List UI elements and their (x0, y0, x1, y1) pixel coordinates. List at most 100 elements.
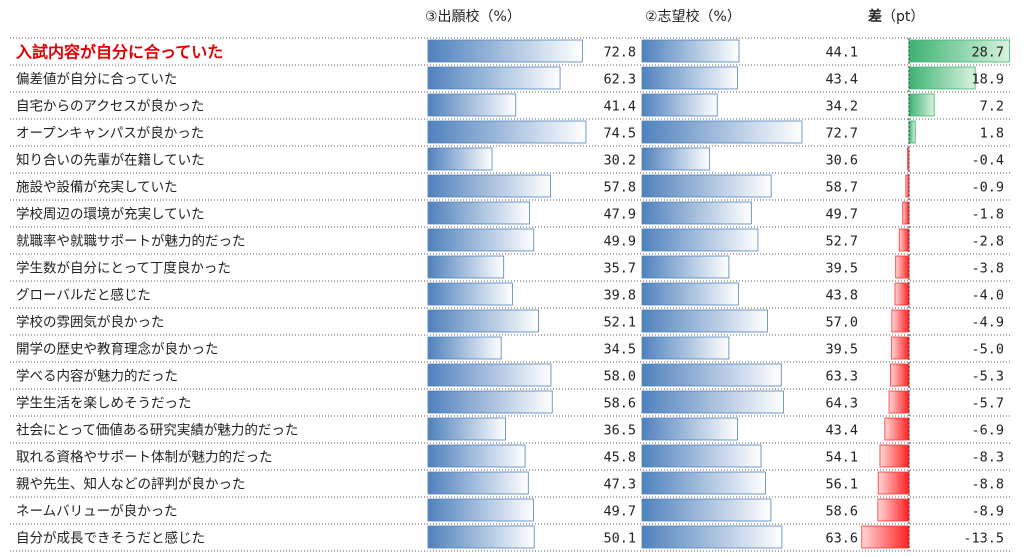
applied-school-value: 62.3 (603, 72, 636, 88)
difference-value: 7.2 (980, 99, 1004, 115)
row-label: 学校周辺の環境が充実していた (16, 206, 205, 223)
desired-school-value: 57.0 (825, 315, 858, 331)
difference-bar-negative (884, 417, 910, 441)
desired-school-bar (641, 282, 739, 306)
applied-school-bar (427, 147, 493, 171)
difference-value: -4.9 (971, 315, 1004, 331)
difference-value: -3.8 (971, 261, 1004, 277)
difference-bar-negative (898, 228, 910, 252)
header-difference: 差（pt） (868, 6, 924, 26)
row-label: ネームバリューが良かった (16, 504, 178, 520)
applied-school-value: 74.5 (603, 126, 636, 142)
difference-bar-negative (895, 255, 910, 279)
desired-school-value: 43.4 (825, 423, 858, 439)
applied-school-value: 49.9 (603, 234, 636, 250)
header-difference-label: 差 (868, 9, 882, 25)
difference-bar-negative (902, 201, 910, 225)
difference-value: -6.9 (971, 423, 1004, 439)
row-label: 就職率や就職サポートが魅力的だった (16, 233, 246, 250)
difference-value: -0.9 (971, 180, 1004, 196)
desired-school-value: 58.7 (825, 180, 858, 196)
applied-school-value: 34.5 (603, 342, 636, 358)
difference-bar-negative (861, 525, 910, 549)
difference-bar-negative (891, 336, 910, 360)
difference-bar-positive (908, 120, 916, 144)
desired-school-bar (641, 525, 783, 549)
applied-school-bar (427, 282, 513, 306)
row-label: 学生数が自分にとって丁度良かった (16, 261, 231, 277)
row-label: 学校の雰囲気が良かった (16, 314, 165, 331)
applied-school-bar (427, 93, 517, 117)
applied-school-value: 72.8 (603, 45, 636, 61)
difference-value: -8.9 (971, 504, 1004, 520)
applied-school-value: 52.1 (603, 315, 636, 331)
applied-school-bar (427, 525, 535, 549)
desired-school-value: 52.7 (825, 234, 858, 250)
applied-school-bar (427, 390, 553, 414)
applied-school-bar (427, 174, 551, 198)
applied-school-value: 41.4 (603, 99, 636, 115)
applied-school-value: 50.1 (603, 531, 636, 547)
desired-school-value: 56.1 (825, 477, 858, 493)
difference-bar-negative (894, 282, 910, 306)
desired-school-value: 39.5 (825, 261, 858, 277)
difference-value: 18.9 (971, 72, 1004, 88)
desired-school-value: 44.1 (825, 45, 858, 61)
desired-school-bar (641, 228, 759, 252)
difference-value: -5.7 (971, 396, 1004, 412)
difference-value: 28.7 (971, 45, 1004, 61)
applied-school-value: 36.5 (603, 423, 636, 439)
applied-school-value: 39.8 (603, 288, 636, 304)
desired-school-value: 63.6 (825, 531, 858, 547)
row-label: 自宅からのアクセスが良かった (16, 99, 204, 115)
difference-bar-negative (877, 471, 910, 495)
desired-school-value: 54.1 (825, 450, 858, 466)
difference-value: 1.8 (980, 126, 1004, 142)
difference-bar-positive (908, 93, 935, 117)
desired-school-value: 43.4 (825, 72, 858, 88)
difference-bar-negative (891, 309, 910, 333)
desired-school-bar (641, 390, 784, 414)
header-desired-school: ②志望校（%） (645, 9, 741, 25)
applied-school-value: 47.9 (603, 207, 636, 223)
desired-school-value: 30.6 (825, 153, 858, 169)
applied-school-bar (427, 471, 529, 495)
desired-school-value: 64.3 (825, 396, 858, 412)
desired-school-bar (641, 66, 738, 90)
desired-school-value: 58.6 (825, 504, 858, 520)
applied-school-bar (427, 120, 587, 144)
row-label: 自分が成長できそうだと感じた (16, 530, 205, 547)
applied-school-value: 47.3 (603, 477, 636, 493)
difference-value: -2.8 (971, 234, 1004, 250)
difference-value: -8.8 (971, 477, 1004, 493)
difference-value: -13.5 (963, 531, 1004, 547)
applied-school-bar (427, 201, 530, 225)
desired-school-bar (641, 498, 772, 522)
applied-school-value: 30.2 (603, 153, 636, 169)
desired-school-bar (641, 255, 730, 279)
applied-school-bar (427, 255, 505, 279)
desired-school-bar (641, 444, 762, 468)
desired-school-value: 43.8 (825, 288, 858, 304)
difference-bar-positive (908, 66, 976, 90)
applied-school-bar (427, 336, 502, 360)
applied-school-value: 49.7 (603, 504, 636, 520)
applied-school-bar (427, 228, 535, 252)
applied-school-value: 57.8 (603, 180, 636, 196)
applied-school-bar (427, 417, 506, 441)
applied-school-bar (427, 39, 583, 63)
row-label: 社会にとって価値ある研究実績が魅力的だった (16, 423, 298, 439)
desired-school-bar (641, 39, 740, 63)
applied-school-value: 45.8 (603, 450, 636, 466)
desired-school-bar (641, 174, 772, 198)
difference-bar-negative (888, 390, 910, 414)
desired-school-value: 63.3 (825, 369, 858, 385)
desired-school-value: 34.2 (825, 99, 858, 115)
difference-bar-negative (879, 444, 910, 468)
row-label: 入試内容が自分に合っていた (16, 43, 223, 62)
applied-school-bar (427, 66, 561, 90)
desired-school-bar (641, 120, 803, 144)
desired-school-bar (641, 309, 768, 333)
row-label: グローバルだと感じた (16, 287, 151, 304)
row-label: 知り合いの先輩が在籍していた (16, 152, 205, 169)
